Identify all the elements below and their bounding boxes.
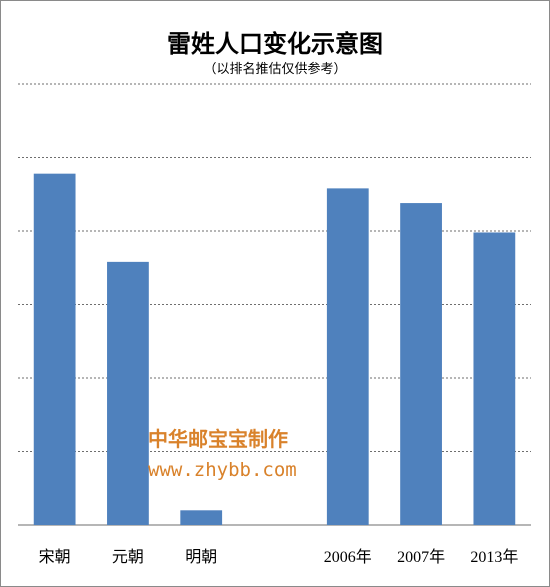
bar-2006年: [326, 188, 369, 525]
x-tick-label: 元朝: [112, 548, 144, 566]
watermark-line2: www.zhybb.com: [148, 459, 297, 481]
chart-subtitle: （以排名推估仅供参考）: [203, 62, 347, 77]
x-tick-label: 2013年: [470, 548, 518, 566]
watermark: 中华邮宝宝制作 www.zhybb.com: [148, 427, 297, 481]
bar-2013年: [473, 232, 516, 525]
x-tick-label: 明朝: [185, 548, 217, 566]
bar-明朝: [180, 510, 223, 525]
x-tick-labels: 宋朝 元朝 明朝 2006年 2007年 2013年: [39, 548, 519, 566]
watermark-line1: 中华邮宝宝制作: [148, 427, 288, 451]
bar-元朝: [107, 261, 149, 525]
bars: [33, 173, 516, 526]
gridlines: [18, 83, 531, 526]
bar-2007年: [400, 203, 442, 525]
x-tick-label: 2006年: [324, 548, 372, 566]
bar-宋朝: [33, 173, 76, 526]
x-tick-label: 宋朝: [39, 548, 71, 566]
x-tick-label: 2007年: [397, 548, 445, 566]
chart-title: 雷姓人口变化示意图: [167, 29, 383, 58]
